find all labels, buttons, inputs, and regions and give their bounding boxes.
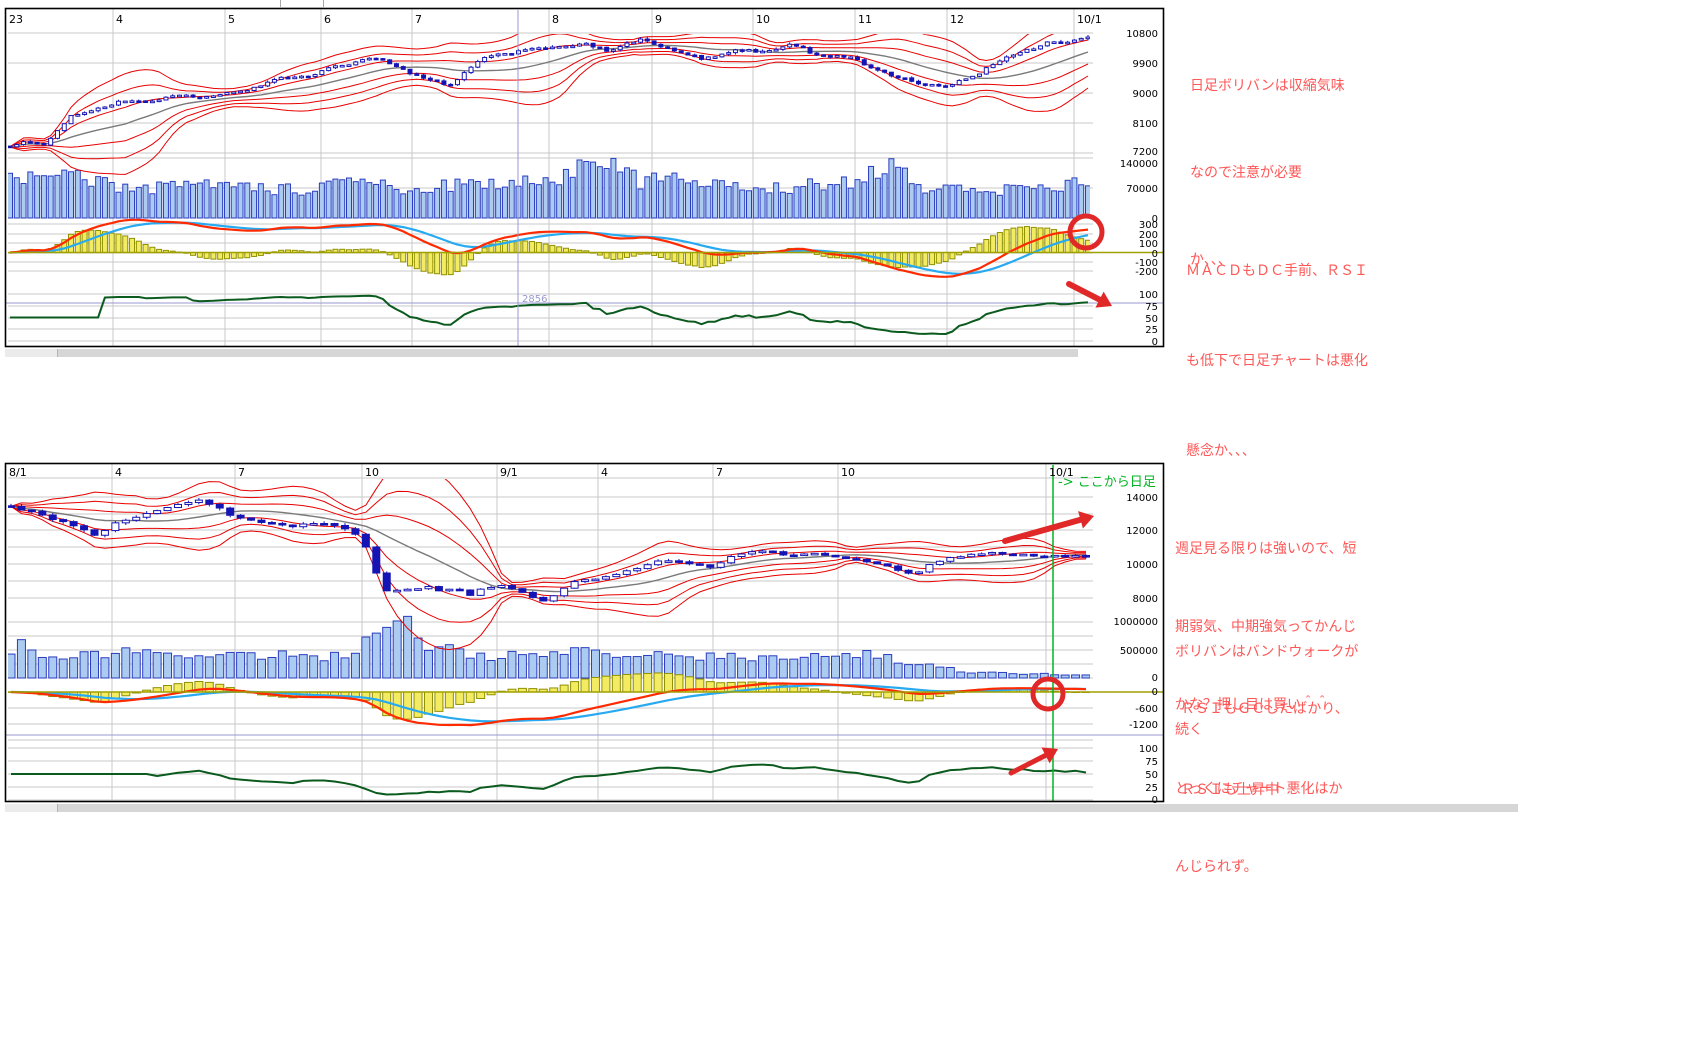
svg-text:50: 50 <box>1145 770 1158 781</box>
svg-text:500000: 500000 <box>1120 646 1158 657</box>
svg-text:10/1: 10/1 <box>1077 13 1102 26</box>
svg-text:0: 0 <box>1152 673 1158 684</box>
note-weekly-strength: 週足見る限りは強いので、短 期弱気、中期強気ってかんじ かな？押し目は買い＾＾ <box>1175 484 1356 770</box>
note-daily-bollinger: 日足ボリバンは収縮気味 なので注意が必要 か、、、 <box>1190 14 1345 333</box>
svg-text:7: 7 <box>415 13 422 26</box>
svg-text:23: 23 <box>9 13 23 26</box>
note-line: なので注意が必要 <box>1190 165 1302 181</box>
svg-text:-100: -100 <box>1135 258 1158 269</box>
note-line: 続く <box>1175 722 1203 738</box>
note-line: 日足ボリバンは収縮気味 <box>1190 78 1345 94</box>
svg-text:7: 7 <box>238 466 245 479</box>
svg-text:11: 11 <box>858 13 872 26</box>
svg-text:10: 10 <box>756 13 770 26</box>
svg-text:12000: 12000 <box>1126 526 1158 537</box>
svg-text:-1200: -1200 <box>1129 720 1158 731</box>
svg-text:10/1: 10/1 <box>1049 466 1074 479</box>
cursor-value-label: 2856 <box>522 294 548 305</box>
note-line: んじられず。 <box>1175 859 1258 875</box>
svg-text:-200: -200 <box>1135 267 1158 278</box>
svg-text:0: 0 <box>1152 214 1158 225</box>
svg-text:0: 0 <box>1152 249 1158 260</box>
note-daily-macd-rsi: ＭＡＣＤもＤＣ手前、ＲＳＩ も低下で日足チャートは悪化 懸念か、、、 <box>1186 196 1368 526</box>
note-line: ＭＡＣＤもＤＣ手前、ＲＳＩ <box>1186 263 1368 279</box>
svg-text:9900: 9900 <box>1133 59 1158 70</box>
svg-text:25: 25 <box>1145 325 1158 336</box>
svg-text:9: 9 <box>655 13 662 26</box>
svg-text:70000: 70000 <box>1126 184 1158 195</box>
svg-text:50: 50 <box>1145 314 1158 325</box>
svg-text:75: 75 <box>1145 302 1158 313</box>
svg-text:10800: 10800 <box>1126 29 1158 40</box>
svg-text:8000: 8000 <box>1133 594 1158 605</box>
svg-text:8: 8 <box>552 13 559 26</box>
svg-text:10: 10 <box>365 466 379 479</box>
note-line: 懸念か、、、 <box>1186 443 1256 459</box>
svg-text:140000: 140000 <box>1120 159 1158 170</box>
svg-text:100: 100 <box>1139 744 1158 755</box>
svg-text:-600: -600 <box>1135 704 1158 715</box>
note-line: とっくにチャート悪化はか <box>1175 781 1343 797</box>
window-fragment <box>280 0 324 8</box>
bottom-chart-scrollbar[interactable] <box>5 804 1518 812</box>
weekly-chart: 8/1 4 7 10 9/1 4 7 10 10/11400012000100008000100… <box>4 462 1165 806</box>
daily-start-marker-label: -> ここから日足 <box>1058 475 1156 490</box>
svg-text:0: 0 <box>1152 687 1158 698</box>
note-line: も低下で日足チャートは悪化 <box>1186 353 1368 369</box>
svg-text:4: 4 <box>115 466 122 479</box>
svg-text:5: 5 <box>228 13 235 26</box>
svg-text:100: 100 <box>1139 239 1158 250</box>
note-line: か、、、 <box>1190 252 1232 268</box>
svg-text:10000: 10000 <box>1126 560 1158 571</box>
note-line: 期弱気、中期強気ってかんじ <box>1175 619 1357 635</box>
svg-text:9000: 9000 <box>1133 89 1158 100</box>
svg-text:4: 4 <box>601 466 608 479</box>
note-rsi-gc: ＲＳＩもＧＣしたばかり、 ＲＳＩも上昇中 <box>1181 642 1349 858</box>
svg-text:100: 100 <box>1139 290 1158 301</box>
svg-text:9/1: 9/1 <box>500 466 518 479</box>
svg-text:8100: 8100 <box>1133 119 1158 130</box>
svg-text:10: 10 <box>841 466 855 479</box>
note-no-deterioration: とっくにチャート悪化はか んじられず。 <box>1175 724 1342 932</box>
svg-text:0: 0 <box>1152 795 1158 806</box>
note-line: かな？押し目は買い＾＾ <box>1175 697 1329 713</box>
note-line: ＲＳＩもＧＣしたばかり、 <box>1181 701 1349 717</box>
svg-text:12: 12 <box>950 13 964 26</box>
svg-text:6: 6 <box>324 13 331 26</box>
svg-text:75: 75 <box>1145 757 1158 768</box>
svg-text:0: 0 <box>1152 337 1158 348</box>
svg-text:25: 25 <box>1145 783 1158 794</box>
svg-text:1000000: 1000000 <box>1113 617 1158 628</box>
note-line: ボリバンはバンドウォークが <box>1175 644 1359 660</box>
note-line: 週足見る限りは強いので、短 <box>1175 541 1357 557</box>
svg-text:7: 7 <box>716 466 723 479</box>
svg-text:7200: 7200 <box>1133 147 1158 158</box>
scrollbar-thumb[interactable] <box>5 804 58 812</box>
note-line: ＲＳＩも上昇中 <box>1181 782 1279 798</box>
svg-text:4: 4 <box>116 13 123 26</box>
note-bandwalk: ボリバンはバンドウォークが 続く <box>1175 587 1358 795</box>
scrollbar-thumb[interactable] <box>5 349 58 357</box>
svg-text:8/1: 8/1 <box>9 466 27 479</box>
svg-text:14000: 14000 <box>1126 493 1158 504</box>
daily-chart: 23 4 5 6 7 8 9 10 11 12 10/11080099009000810072001… <box>4 7 1165 348</box>
svg-text:200: 200 <box>1139 230 1158 241</box>
top-chart-scrollbar[interactable] <box>5 349 1078 357</box>
svg-text:300: 300 <box>1139 220 1158 231</box>
